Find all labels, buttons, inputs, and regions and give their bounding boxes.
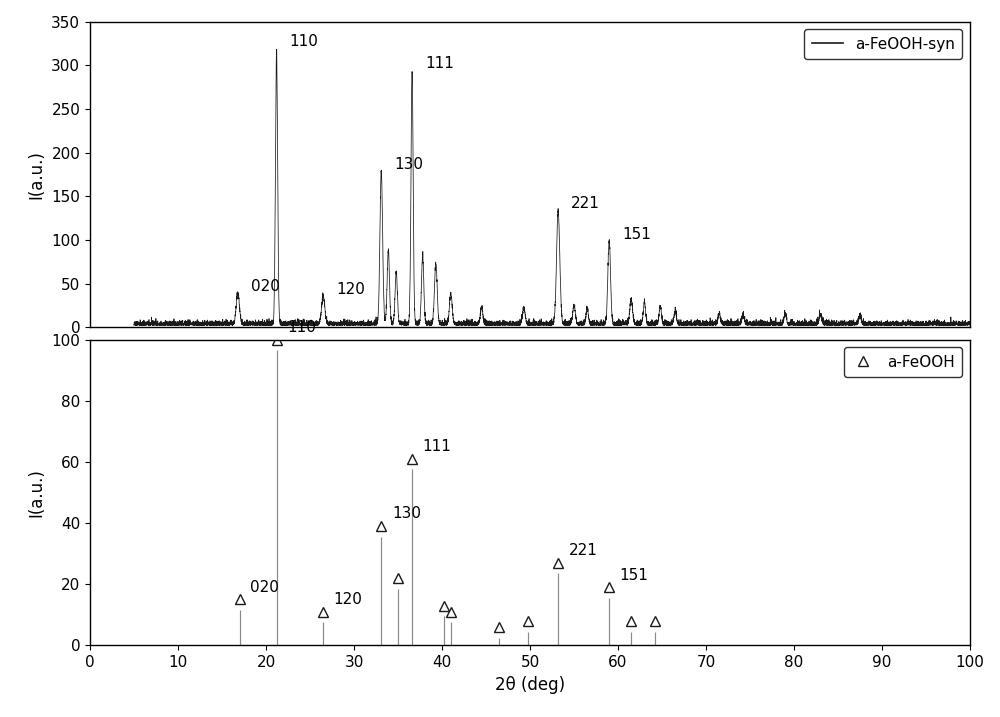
Text: 120: 120 — [336, 282, 365, 297]
Text: 111: 111 — [423, 440, 452, 454]
Text: 221: 221 — [569, 543, 598, 558]
Text: 130: 130 — [394, 157, 423, 172]
Text: 151: 151 — [622, 227, 651, 242]
Text: 020: 020 — [251, 279, 280, 294]
Text: 120: 120 — [334, 592, 363, 607]
Legend: a-FeOOH-syn: a-FeOOH-syn — [804, 29, 962, 60]
Y-axis label: I(a.u.): I(a.u.) — [28, 150, 46, 199]
Text: 110: 110 — [290, 34, 319, 49]
Text: 151: 151 — [620, 568, 649, 583]
Text: 221: 221 — [571, 196, 600, 211]
Legend: a-FeOOH: a-FeOOH — [844, 347, 962, 377]
Text: 130: 130 — [392, 506, 421, 521]
Text: 111: 111 — [425, 57, 454, 71]
X-axis label: 2θ (deg): 2θ (deg) — [495, 675, 565, 693]
Text: 110: 110 — [287, 320, 316, 335]
Text: 020: 020 — [250, 580, 279, 595]
Y-axis label: I(a.u.): I(a.u.) — [28, 468, 46, 517]
